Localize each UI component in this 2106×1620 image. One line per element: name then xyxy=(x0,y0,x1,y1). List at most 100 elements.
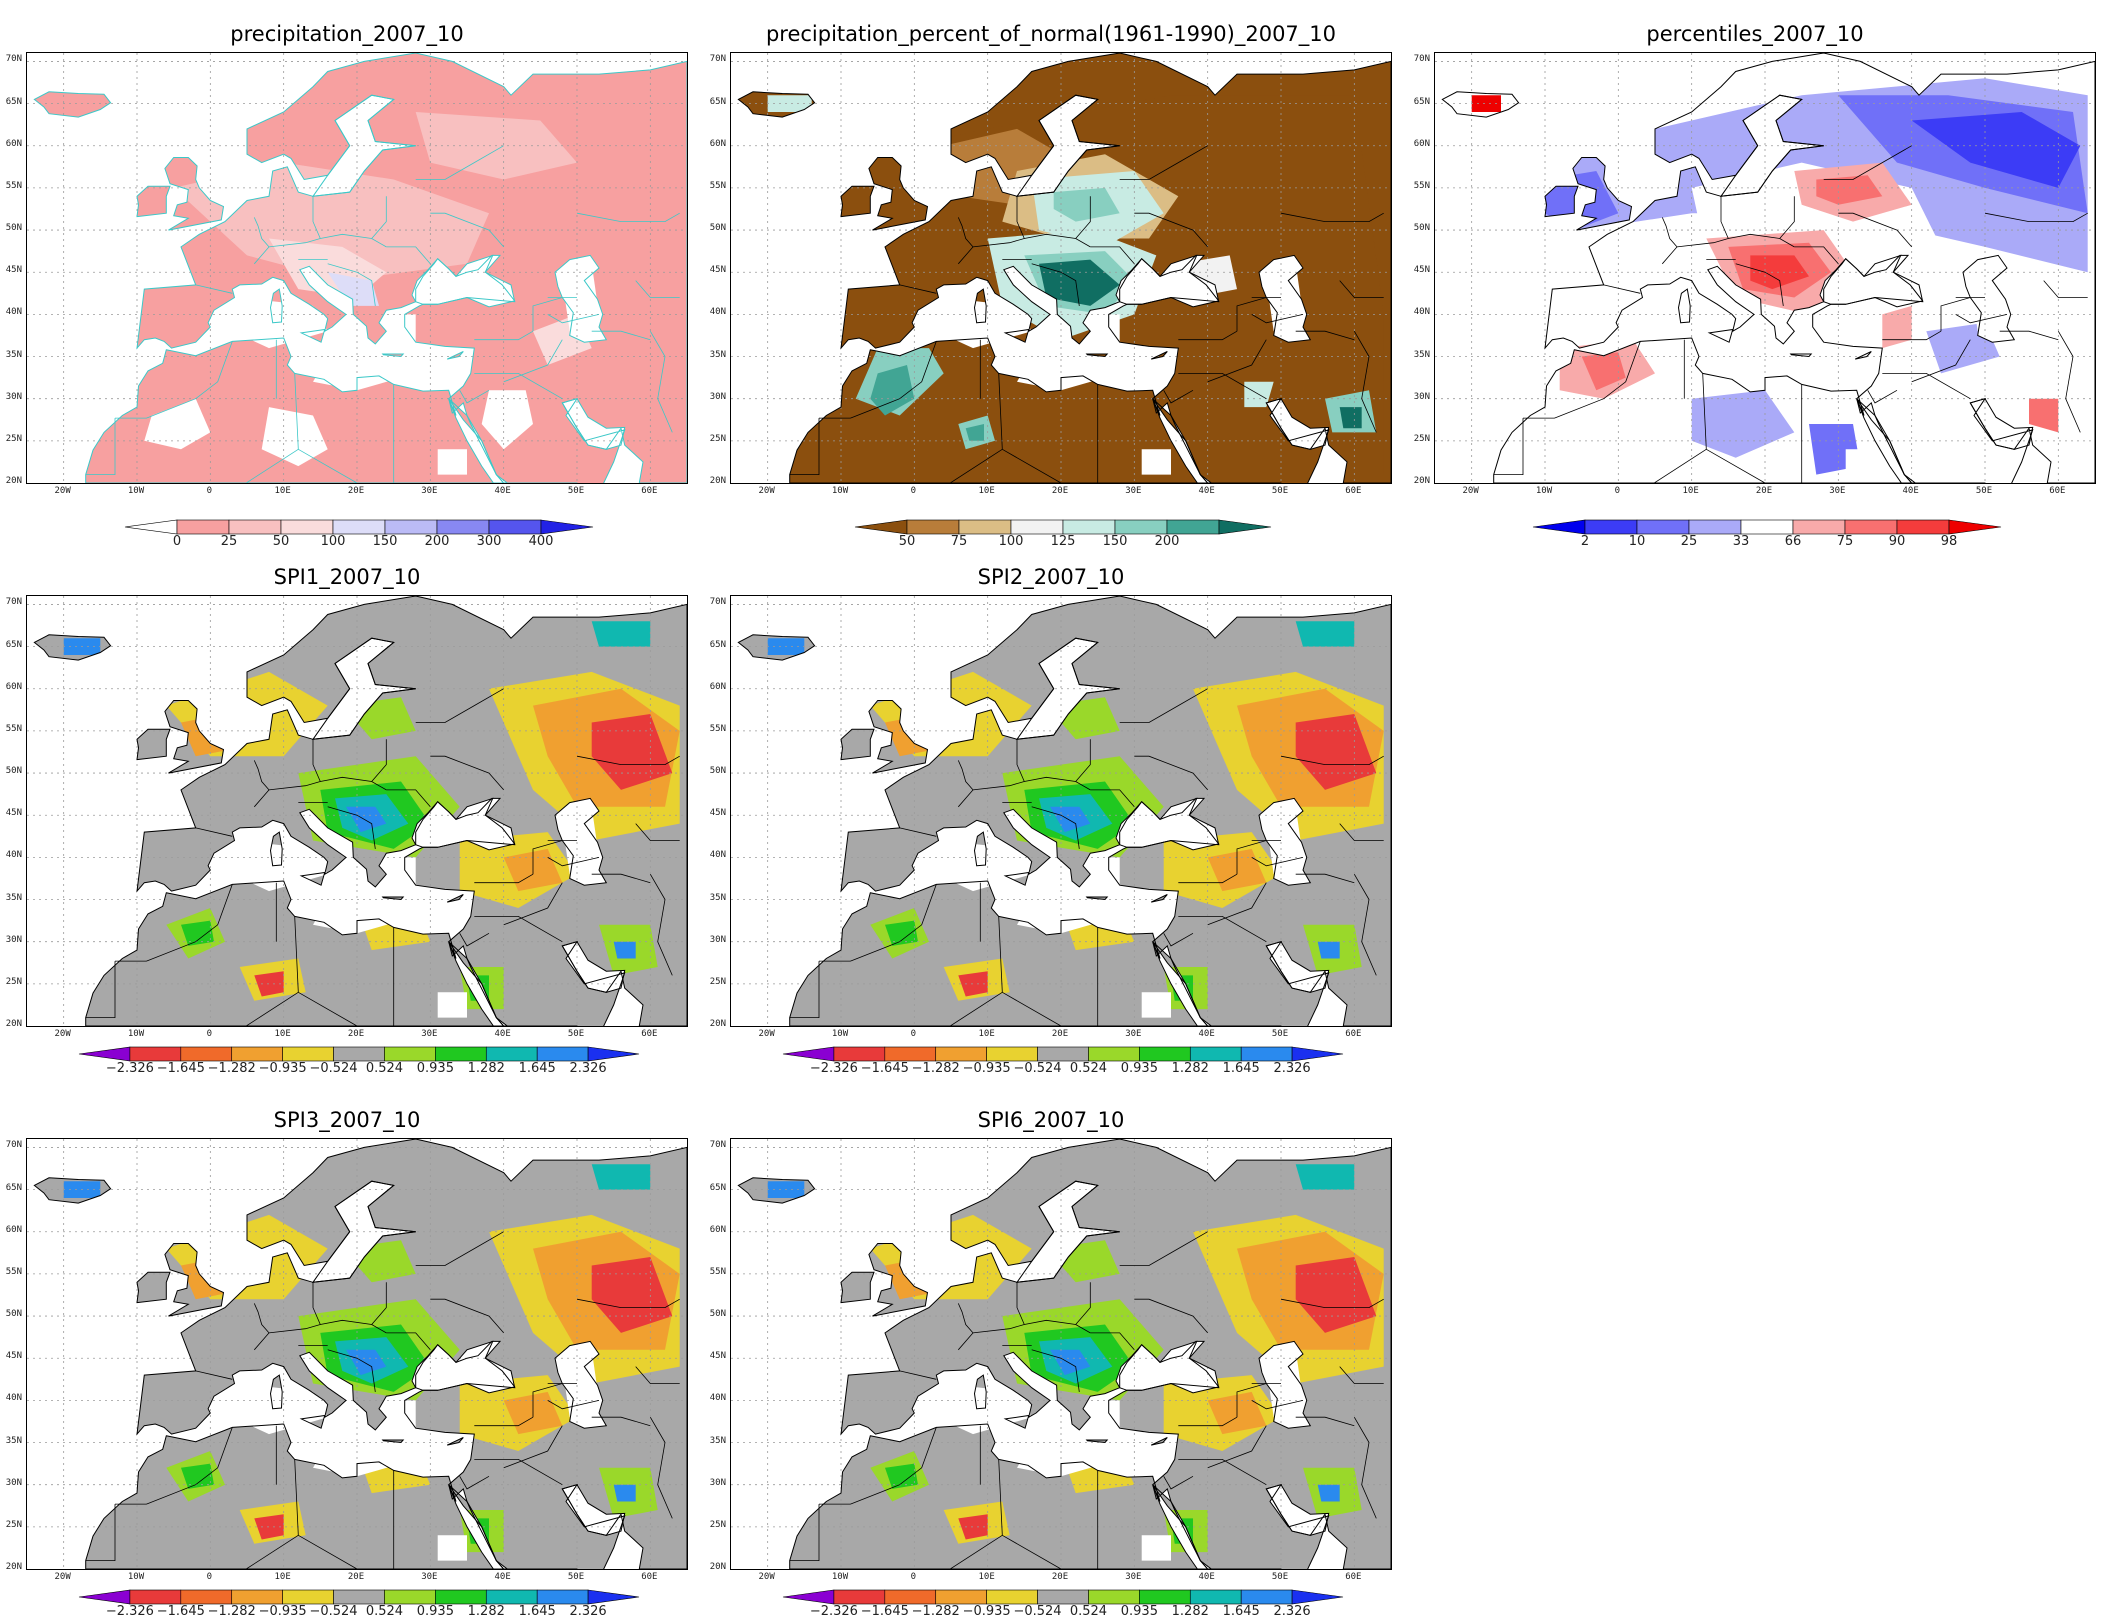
colorbar-segment xyxy=(1114,519,1168,535)
longitude-label: 10W xyxy=(1535,486,1553,496)
colorbar-svg xyxy=(124,519,594,535)
sea xyxy=(1259,255,1311,343)
map-area xyxy=(1434,52,2096,484)
colorbar-segment xyxy=(536,1046,589,1062)
longitude-label: 60E xyxy=(1345,1029,1362,1039)
colorbar-segment xyxy=(884,1589,937,1605)
longitude-label: 20W xyxy=(54,1572,71,1582)
longitude-label: 10W xyxy=(127,1572,145,1582)
missing-data-region xyxy=(386,857,416,892)
latitude-label: 20N xyxy=(5,1562,22,1572)
latitude-label: 40N xyxy=(5,850,22,861)
latitude-label: 65N xyxy=(709,639,726,650)
latitude-label: 50N xyxy=(709,223,726,234)
latitude-label: 50N xyxy=(709,1309,726,1320)
colorbar-segment xyxy=(1291,1046,1344,1062)
longitude-label: 60E xyxy=(641,486,658,496)
colorbar-svg xyxy=(854,519,1272,535)
missing-data-region xyxy=(1141,992,1171,1018)
colorbar-segment xyxy=(435,1046,487,1062)
contour-region xyxy=(885,1463,918,1489)
colorbar-label: 90 xyxy=(1888,534,1906,549)
colorbar-segment xyxy=(935,1589,987,1605)
colorbar-segment xyxy=(884,1046,937,1062)
missing-data-region xyxy=(386,1400,416,1435)
colorbar-segment xyxy=(180,1589,233,1605)
colorbar-segment xyxy=(1948,519,2002,535)
colorbar-segment xyxy=(935,1046,987,1062)
colorbar-label: 0.935 xyxy=(1120,1604,1158,1619)
latitude-label: 50N xyxy=(709,766,726,777)
colorbar-label: 1.282 xyxy=(1171,1061,1209,1076)
longitude-label: 10E xyxy=(978,486,995,496)
missing-data-region xyxy=(386,314,416,349)
latitude-label: 60N xyxy=(1413,138,1430,149)
colorbar-segment xyxy=(1844,519,1898,535)
latitude-label: 70N xyxy=(5,1140,22,1151)
longitude-label: 20E xyxy=(347,486,365,496)
map-area xyxy=(26,1138,688,1570)
latitude-label: 40N xyxy=(5,307,22,318)
latitude-label: 30N xyxy=(709,934,726,945)
longitude-label: 60E xyxy=(1345,486,1362,496)
sea xyxy=(1259,1341,1311,1429)
missing-data-region xyxy=(437,449,467,475)
contour-region xyxy=(1053,187,1120,222)
panel-title: SPI1_2007_10 xyxy=(273,565,421,589)
sea xyxy=(1266,1484,1329,1536)
latitude-label: 55N xyxy=(709,1266,726,1277)
colorbar-label: 2.326 xyxy=(569,1604,607,1619)
colorbar-label: −1.645 xyxy=(860,1061,909,1076)
latitude-label: 20N xyxy=(709,1562,726,1572)
panel-spi2: SPI2_2007_10 −2.326 −1.645 −1.282 −0.935 −0.… xyxy=(706,563,1396,1076)
latitude-label: 35N xyxy=(709,1435,726,1446)
colorbar-segment xyxy=(587,1589,640,1605)
map-svg xyxy=(1435,53,2095,483)
contour-region xyxy=(591,1257,673,1333)
longitude-label: 10E xyxy=(274,1029,291,1039)
colorbar-label: 25 xyxy=(1680,534,1698,549)
missing-data-region xyxy=(437,1535,467,1561)
colorbar-label: −2.326 xyxy=(809,1604,858,1619)
colorbar-label: −1.282 xyxy=(911,1061,960,1076)
latitude-label: 45N xyxy=(709,808,726,819)
longitude-label: 0 xyxy=(910,486,917,496)
colorbar-segment xyxy=(435,1589,487,1605)
longitude-label: 30E xyxy=(421,486,438,496)
latitude-label: 20N xyxy=(709,1019,726,1029)
colorbar-segment xyxy=(1636,519,1690,535)
contour-region xyxy=(1581,352,1626,391)
colorbar-segment xyxy=(333,1589,385,1605)
colorbar-segment xyxy=(1896,519,1950,535)
longitude-label: 0 xyxy=(1614,486,1621,496)
colorbar-segment xyxy=(78,1589,131,1605)
colorbar-segment xyxy=(1166,519,1220,535)
sea xyxy=(562,1484,625,1536)
colorbar-segment xyxy=(124,519,178,535)
colorbar-segment xyxy=(1189,1589,1242,1605)
colorbar-segment xyxy=(833,1589,886,1605)
longitude-label: 20W xyxy=(1462,486,1479,496)
colorbar-label: 98 xyxy=(1940,534,1958,549)
latitude-label: 35N xyxy=(709,892,726,903)
longitude-label: 10E xyxy=(274,1572,291,1582)
longitude-label: 50E xyxy=(567,1029,585,1039)
contour-region xyxy=(254,1514,284,1540)
coastlines xyxy=(737,596,1391,1026)
longitude-label: 50E xyxy=(1271,486,1289,496)
latitude-label: 65N xyxy=(1413,96,1430,107)
colorbar-segment xyxy=(180,1046,233,1062)
colorbar-segment xyxy=(854,519,908,535)
contour-region xyxy=(1050,1349,1091,1376)
longitude-label: 0 xyxy=(206,1572,213,1582)
latitude-label: 35N xyxy=(1413,349,1430,360)
colorbar-segment xyxy=(282,1589,334,1605)
contour-region xyxy=(327,272,379,306)
colorbar-segment xyxy=(332,519,386,535)
colorbar-segment xyxy=(1532,519,1586,535)
latitude-label: 40N xyxy=(709,1393,726,1404)
map-area xyxy=(26,52,688,484)
colorbar-segment xyxy=(1139,1589,1191,1605)
contour-region xyxy=(1050,806,1091,833)
panel-precipitation: precipitation_2007_10 0 25 50 100 150 200 300 4… xyxy=(2,20,692,549)
